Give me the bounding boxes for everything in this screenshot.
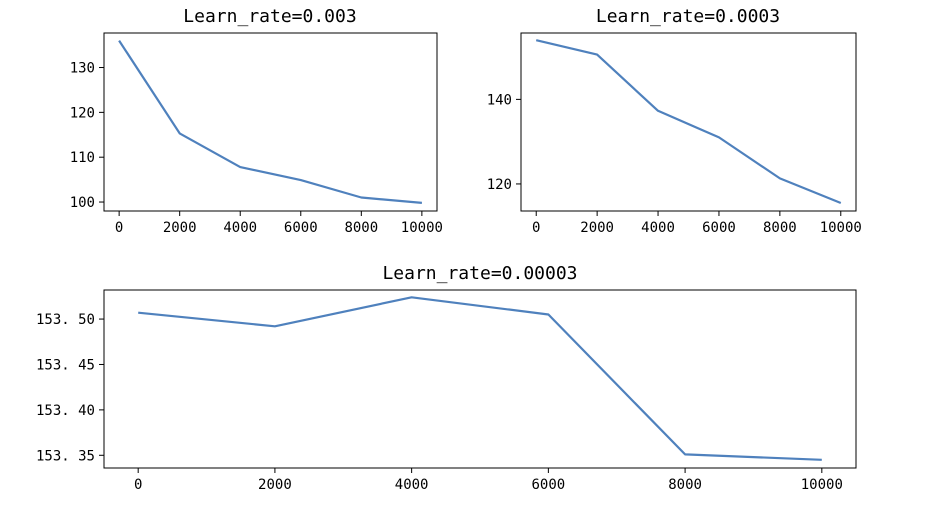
plot-area bbox=[103, 32, 438, 212]
x-tick-label: 4000 bbox=[395, 477, 429, 493]
plot-area bbox=[103, 289, 857, 469]
x-tick-label: 8000 bbox=[344, 220, 378, 236]
x-tick-label: 2000 bbox=[163, 220, 197, 236]
y-tick-label: 153. 35 bbox=[36, 448, 95, 464]
x-tick-label: 0 bbox=[115, 220, 123, 236]
subplot-lr-0-0003: Learn_rate=0.0003 0 2000 4000 6000 8000 10000… bbox=[487, 6, 862, 236]
series-line bbox=[138, 296, 822, 461]
x-tick-label: 0 bbox=[134, 477, 142, 493]
subplot-title: Learn_rate=0.00003 bbox=[382, 263, 577, 284]
x-tick-label: 10000 bbox=[401, 220, 443, 236]
subplot-lr-0-00003: Learn_rate=0.00003 0 2000 4000 6000 8000 1000… bbox=[36, 263, 857, 493]
y-tick-label: 120 bbox=[70, 105, 95, 121]
y-tick-label: 140 bbox=[487, 92, 512, 108]
x-tick-label: 10000 bbox=[820, 220, 862, 236]
x-tick-label: 0 bbox=[532, 220, 540, 236]
y-tick-label: 153. 45 bbox=[36, 357, 95, 373]
y-tick-label: 120 bbox=[487, 177, 512, 193]
y-tick-label: 110 bbox=[70, 150, 95, 166]
y-tick-label: 130 bbox=[70, 61, 95, 77]
subplot-title: Learn_rate=0.003 bbox=[183, 6, 356, 27]
y-tick-label: 100 bbox=[70, 195, 95, 211]
x-tick-label: 8000 bbox=[668, 477, 702, 493]
x-tick-label: 10000 bbox=[801, 477, 843, 493]
x-tick-label: 2000 bbox=[258, 477, 292, 493]
x-tick-label: 2000 bbox=[580, 220, 614, 236]
x-tick-label: 6000 bbox=[532, 477, 566, 493]
x-tick-label: 8000 bbox=[763, 220, 797, 236]
y-tick-label: 153. 50 bbox=[36, 312, 95, 328]
x-tick-label: 6000 bbox=[702, 220, 736, 236]
y-tick-label: 153. 40 bbox=[36, 403, 95, 419]
subplot-title: Learn_rate=0.0003 bbox=[596, 6, 780, 27]
series-line bbox=[535, 39, 842, 205]
x-tick-label: 6000 bbox=[284, 220, 318, 236]
x-tick-label: 4000 bbox=[223, 220, 257, 236]
subplot-lr-0-003: Learn_rate=0.003 0 2000 4000 6000 8000 10000 1… bbox=[70, 6, 443, 236]
plot-area bbox=[520, 32, 857, 212]
series-line bbox=[118, 39, 422, 204]
x-tick-label: 4000 bbox=[641, 220, 675, 236]
